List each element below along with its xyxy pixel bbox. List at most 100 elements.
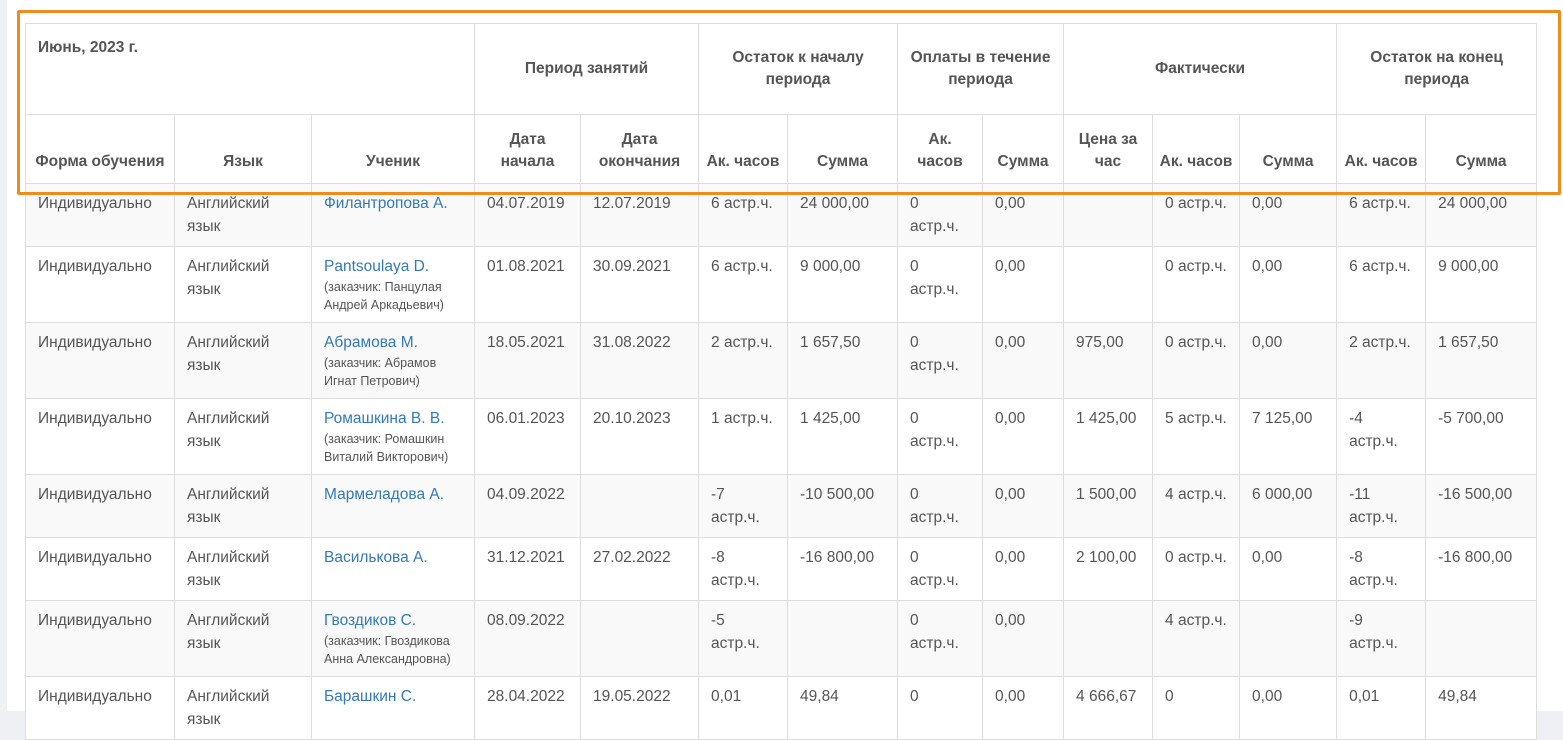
customer-note: (заказчик: Абрамов Игнат Петрович) — [324, 356, 437, 388]
cell-start-sum: 1 657,50 — [787, 322, 899, 399]
column-header-price[interactable]: Цена за час — [1063, 114, 1154, 184]
cell-price: 1 500,00 — [1063, 474, 1154, 538]
cell-act-hours: 0 астр.ч. — [1152, 537, 1241, 601]
cell-date-start: 04.07.2019 — [474, 183, 582, 247]
cell-student: Абрамова М. (заказчик: Абрамов Игнат Пет… — [310, 322, 476, 399]
cell-pay-sum: 0,00 — [982, 676, 1065, 740]
column-header-start-hours[interactable]: Ак. часов — [698, 114, 789, 184]
cell-form: Индивидуально — [25, 676, 175, 740]
report-table: Июнь, 2023 г. Период занятий Остаток к н… — [24, 23, 1538, 740]
column-header-pay-sum[interactable]: Сумма — [982, 114, 1065, 184]
cell-end-hours: 6 астр.ч. — [1336, 246, 1427, 323]
cell-date-start: 31.12.2021 — [474, 537, 582, 601]
cell-pay-sum: 0,00 — [982, 474, 1065, 538]
cell-act-hours: 0 астр.ч. — [1152, 322, 1241, 399]
cell-start-hours: 6 астр.ч. — [698, 246, 789, 323]
cell-language: Английский язык — [174, 474, 312, 538]
cell-end-hours: -11 астр.ч. — [1336, 474, 1427, 538]
column-header-pay-hours[interactable]: Ак. часов — [897, 114, 984, 184]
cell-form: Индивидуально — [25, 183, 175, 247]
cell-end-sum — [1425, 600, 1538, 677]
cell-end-hours: 6 астр.ч. — [1336, 183, 1427, 247]
student-link[interactable]: Ромашкина В. В. — [324, 410, 445, 427]
cell-act-hours: 0 астр.ч. — [1152, 183, 1241, 247]
group-actual: Фактически — [1063, 23, 1338, 115]
student-link[interactable]: Барашкин С. — [324, 688, 417, 705]
cell-act-hours: 4 астр.ч. — [1152, 600, 1241, 677]
cell-price: 2 100,00 — [1063, 537, 1154, 601]
table-body: Индивидуально Английский язык Филантропо… — [25, 183, 1538, 740]
table-row: Индивидуально Английский язык Ромашкина … — [25, 398, 1538, 475]
column-header-end-sum[interactable]: Сумма — [1425, 114, 1538, 184]
cell-price — [1063, 246, 1154, 323]
cell-act-sum: 0,00 — [1239, 676, 1338, 740]
cell-pay-sum: 0,00 — [982, 537, 1065, 601]
cell-pay-sum: 0,00 — [982, 600, 1065, 677]
header-column-row: Форма обучения Язык Ученик Дата начала Д… — [25, 114, 1538, 184]
page: Июнь, 2023 г. Период занятий Остаток к н… — [7, 0, 1563, 740]
student-link[interactable]: Мармеладова А. — [324, 486, 445, 503]
cell-start-hours: -5 астр.ч. — [698, 600, 789, 677]
cell-end-hours: 2 астр.ч. — [1336, 322, 1427, 399]
cell-date-start: 28.04.2022 — [474, 676, 582, 740]
cell-form: Индивидуально — [25, 537, 175, 601]
cell-price — [1063, 600, 1154, 677]
cell-end-sum: 24 000,00 — [1425, 183, 1538, 247]
column-header-act-sum[interactable]: Сумма — [1239, 114, 1338, 184]
cell-language: Английский язык — [174, 537, 312, 601]
student-link[interactable]: Абрамова М. — [324, 334, 418, 351]
column-header-student[interactable]: Ученик — [310, 114, 476, 184]
column-header-date-start[interactable]: Дата начала — [474, 114, 582, 184]
cell-student: Филантропова А. — [310, 183, 476, 247]
customer-note: (заказчик: Панцулая Андрей Аркадьевич) — [324, 280, 444, 312]
column-header-date-end[interactable]: Дата окончания — [580, 114, 700, 184]
cell-price: 4 666,67 — [1063, 676, 1154, 740]
cell-pay-hours: 0 астр.ч. — [897, 474, 984, 538]
table-header: Июнь, 2023 г. Период занятий Остаток к н… — [24, 23, 1538, 184]
cell-price — [1063, 183, 1154, 247]
cell-end-hours: -4 астр.ч. — [1336, 398, 1427, 475]
cell-start-hours: 0,01 — [698, 676, 789, 740]
column-header-language[interactable]: Язык — [174, 114, 312, 184]
cell-date-end: 12.07.2019 — [580, 183, 700, 247]
cell-pay-hours: 0 астр.ч. — [897, 398, 984, 475]
cell-pay-sum: 0,00 — [982, 398, 1065, 475]
cell-start-sum: 1 425,00 — [787, 398, 899, 475]
column-header-end-hours[interactable]: Ак. часов — [1336, 114, 1427, 184]
cell-end-sum: -16 800,00 — [1425, 537, 1538, 601]
cell-pay-hours: 0 астр.ч. — [897, 600, 984, 677]
cell-pay-hours: 0 астр.ч. — [897, 183, 984, 247]
column-header-start-sum[interactable]: Сумма — [787, 114, 899, 184]
student-link[interactable]: Pantsoulaya D. — [324, 258, 430, 275]
cell-start-hours: -8 астр.ч. — [698, 537, 789, 601]
cell-pay-sum: 0,00 — [982, 246, 1065, 323]
cell-pay-hours: 0 астр.ч. — [897, 322, 984, 399]
cell-student: Василькова А. — [310, 537, 476, 601]
cell-date-end — [580, 474, 700, 538]
cell-start-sum: 49,84 — [787, 676, 899, 740]
cell-start-sum: -16 800,00 — [787, 537, 899, 601]
cell-date-start: 08.09.2022 — [474, 600, 582, 677]
student-link[interactable]: Гвоздиков С. — [324, 612, 417, 629]
month-title: Июнь, 2023 г. — [24, 23, 476, 115]
cell-student: Гвоздиков С. (заказчик: Гвоздикова Анна … — [310, 600, 476, 677]
cell-date-end — [580, 600, 700, 677]
cell-end-hours: 0,01 — [1336, 676, 1427, 740]
cell-end-sum: 49,84 — [1425, 676, 1538, 740]
cell-start-hours: 2 астр.ч. — [698, 322, 789, 399]
cell-start-sum — [787, 600, 899, 677]
customer-note: (заказчик: Ромашкин Виталий Викторович) — [324, 432, 449, 464]
header-group-row: Июнь, 2023 г. Период занятий Остаток к н… — [24, 23, 1538, 115]
table-row: Индивидуально Английский язык Pantsoulay… — [25, 246, 1538, 323]
cell-start-sum: 9 000,00 — [787, 246, 899, 323]
cell-language: Английский язык — [174, 322, 312, 399]
column-header-act-hours[interactable]: Ак. часов — [1152, 114, 1241, 184]
student-link[interactable]: Филантропова А. — [324, 195, 448, 212]
group-period: Период занятий — [474, 23, 700, 115]
column-header-form[interactable]: Форма обучения — [25, 114, 175, 184]
cell-act-hours: 0 — [1152, 676, 1241, 740]
cell-language: Английский язык — [174, 246, 312, 323]
cell-end-hours: -8 астр.ч. — [1336, 537, 1427, 601]
table-row: Индивидуально Английский язык Мармеладов… — [25, 474, 1538, 538]
student-link[interactable]: Василькова А. — [324, 549, 428, 566]
